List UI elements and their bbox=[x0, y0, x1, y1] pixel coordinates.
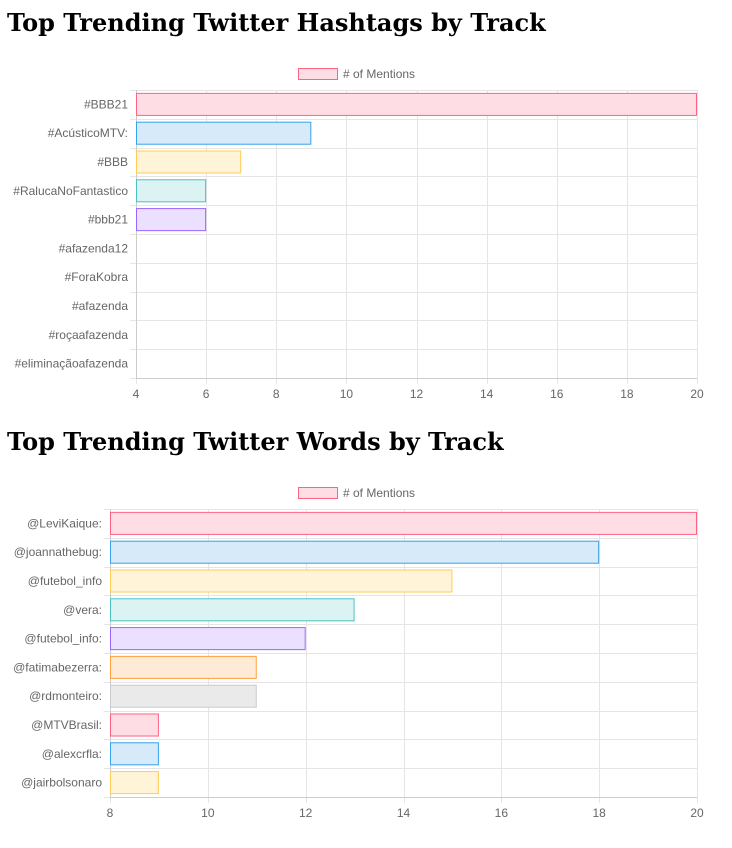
x-tick-label: 8 bbox=[107, 806, 114, 820]
legend-swatch bbox=[298, 68, 338, 80]
x-tick-label: 14 bbox=[480, 387, 494, 401]
y-tick-label: #afazenda12 bbox=[59, 241, 129, 255]
x-tick-label: 16 bbox=[550, 387, 564, 401]
y-tick-label: @futebol_info bbox=[28, 574, 103, 588]
y-tick-label: @LeviKaique: bbox=[27, 516, 102, 530]
y-tick-label: @MTVBrasil: bbox=[31, 718, 102, 732]
x-tick-label: 20 bbox=[690, 387, 704, 401]
y-tick-label: #BBB bbox=[97, 155, 128, 169]
x-tick-label: 12 bbox=[299, 806, 313, 820]
y-tick-label: @rdmonteiro: bbox=[29, 689, 102, 703]
y-tick-label: #ForaKobra bbox=[65, 270, 129, 284]
chart-title: Top Trending Twitter Hashtags by Track bbox=[7, 8, 546, 37]
y-tick-label: #roçaafazenda bbox=[49, 328, 129, 342]
bar bbox=[110, 713, 159, 737]
chart-legend: # of Mentions bbox=[298, 486, 415, 500]
x-tick-label: 16 bbox=[495, 806, 509, 820]
bar bbox=[136, 179, 207, 203]
bar bbox=[110, 655, 257, 679]
legend-label: # of Mentions bbox=[343, 67, 415, 81]
y-tick-label: @vera: bbox=[63, 603, 102, 617]
bar bbox=[110, 540, 600, 564]
x-tick-label: 4 bbox=[133, 387, 140, 401]
bar bbox=[110, 627, 306, 651]
x-tick-label: 18 bbox=[620, 387, 634, 401]
words-bar-chart: # of Mentions @LeviKaique: @joannathebug: @… bbox=[13, 486, 704, 820]
chart-title: Top Trending Twitter Words by Track bbox=[7, 427, 504, 456]
bar bbox=[110, 511, 697, 535]
y-tick-label: @fatimabezerra: bbox=[13, 660, 102, 674]
x-tick-label: 6 bbox=[203, 387, 210, 401]
x-tick-label: 18 bbox=[592, 806, 606, 820]
bar bbox=[110, 569, 453, 593]
bar bbox=[110, 684, 257, 708]
bar bbox=[136, 150, 242, 174]
x-tick-label: 14 bbox=[397, 806, 411, 820]
y-tick-label: #AcústicoMTV: bbox=[48, 126, 128, 140]
y-tick-label: #afazenda bbox=[72, 299, 128, 313]
legend-label: # of Mentions bbox=[343, 486, 415, 500]
x-tick-label: 20 bbox=[690, 806, 704, 820]
y-tick-label: @jairbolsonaro bbox=[21, 776, 102, 790]
legend-swatch bbox=[298, 487, 338, 499]
y-tick-label: #eliminaçãoafazenda bbox=[15, 357, 129, 371]
bar bbox=[136, 208, 207, 232]
bar bbox=[136, 121, 312, 145]
x-tick-label: 8 bbox=[273, 387, 280, 401]
bar bbox=[136, 92, 697, 116]
y-tick-label: #bbb21 bbox=[88, 213, 128, 227]
bar bbox=[110, 598, 355, 622]
y-tick-label: @joannathebug: bbox=[14, 545, 102, 559]
hashtags-bar-chart: # of Mentions #BBB21 #AcústicoMTV: #BBB #Ral… bbox=[13, 67, 704, 401]
bar bbox=[110, 771, 159, 795]
chart-legend: # of Mentions bbox=[298, 67, 415, 81]
y-tick-label: #BBB21 bbox=[84, 97, 128, 111]
x-tick-label: 12 bbox=[410, 387, 424, 401]
bar bbox=[110, 742, 159, 766]
y-tick-label: @alexcrfla: bbox=[42, 747, 102, 761]
y-tick-label: #RalucaNoFantastico bbox=[13, 184, 128, 198]
x-tick-label: 10 bbox=[340, 387, 354, 401]
y-tick-label: @futebol_info: bbox=[24, 632, 102, 646]
x-tick-label: 10 bbox=[201, 806, 215, 820]
